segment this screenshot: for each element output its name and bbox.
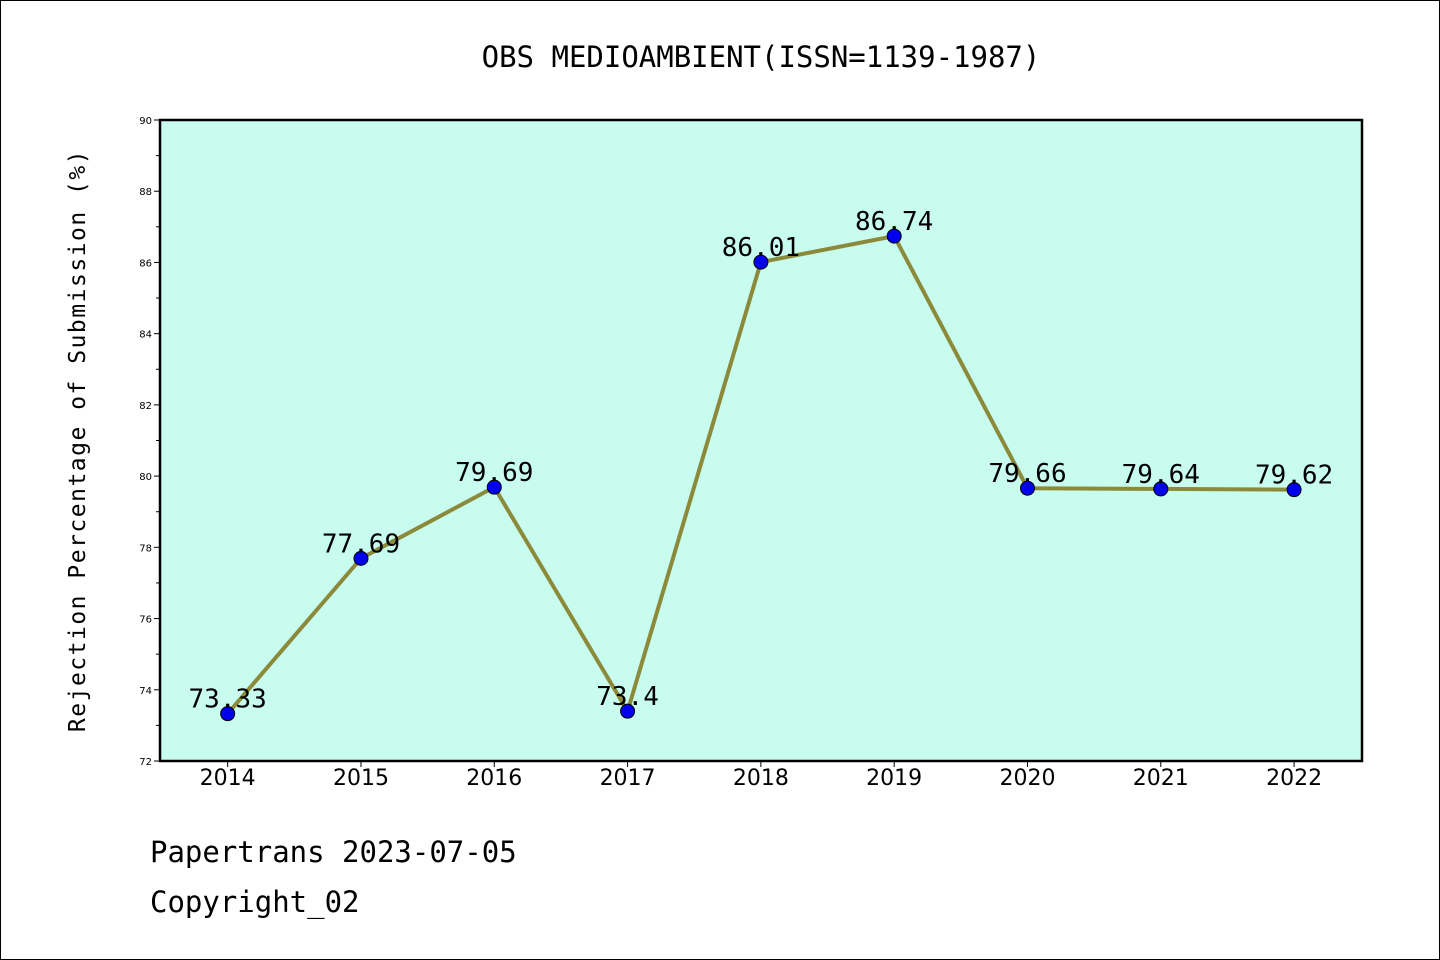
data-point	[620, 703, 636, 719]
y-tick-label: 80	[139, 472, 152, 483]
x-tick-label: 2022	[1266, 766, 1322, 791]
data-point	[353, 550, 369, 566]
x-tick-label: 2016	[466, 766, 522, 791]
data-point	[886, 228, 902, 244]
data-label: 77.69	[322, 529, 400, 559]
data-label: 79.64	[1122, 460, 1200, 490]
y-axis-label: Rejection Percentage of Submission (%)	[65, 149, 91, 732]
x-axis: 2014 2015 2016 2017 2018 2019 2020 2021 2022	[200, 761, 1322, 791]
data-label: 79.66	[988, 459, 1066, 489]
x-tick-label: 2021	[1133, 766, 1189, 791]
data-point	[1019, 480, 1035, 496]
data-point	[753, 254, 769, 270]
data-point	[486, 479, 502, 495]
footer-credit: Papertrans 2023-07-05	[150, 835, 517, 869]
x-tick-label: 2015	[333, 766, 389, 791]
data-label: 79.62	[1255, 461, 1333, 491]
y-tick-label: 82	[139, 401, 152, 412]
data-label: 86.74	[855, 207, 933, 237]
data-label: 73.4	[596, 682, 659, 712]
data-labels: 73.33 77.69 79.69 73.4 86.01 86.74 79.66 79.64 7…	[189, 207, 1334, 715]
data-label: 86.01	[722, 233, 800, 263]
data-label: 73.33	[189, 685, 267, 715]
data-point	[1286, 482, 1302, 498]
data-point	[220, 706, 236, 722]
y-tick-label: 84	[139, 330, 152, 341]
x-tick-label: 2017	[600, 766, 656, 791]
y-axis: 72 74 76 78 80 82 84 86 88 90	[139, 116, 160, 768]
x-tick-label: 2020	[999, 766, 1055, 791]
data-point	[1153, 481, 1169, 497]
y-tick-label: 88	[139, 187, 152, 198]
data-label: 79.69	[455, 458, 533, 488]
y-tick-label: 76	[139, 615, 152, 626]
y-tick-label: 74	[139, 686, 152, 697]
y-tick-label: 86	[139, 258, 152, 269]
data-points	[220, 228, 1302, 722]
y-tick-label: 78	[139, 543, 152, 554]
x-tick-label: 2018	[733, 766, 789, 791]
plot-area	[160, 120, 1362, 761]
x-tick-label: 2019	[866, 766, 922, 791]
plot-frame	[158, 118, 1364, 763]
y-tick-label: 72	[139, 757, 152, 768]
x-tick-label: 2014	[200, 766, 256, 791]
footer-copyright: Copyright_02	[150, 885, 360, 919]
chart-title: OBS MEDIOAMBIENT(ISSN=1139-1987)	[482, 40, 1041, 74]
y-tick-label: 90	[139, 116, 152, 127]
